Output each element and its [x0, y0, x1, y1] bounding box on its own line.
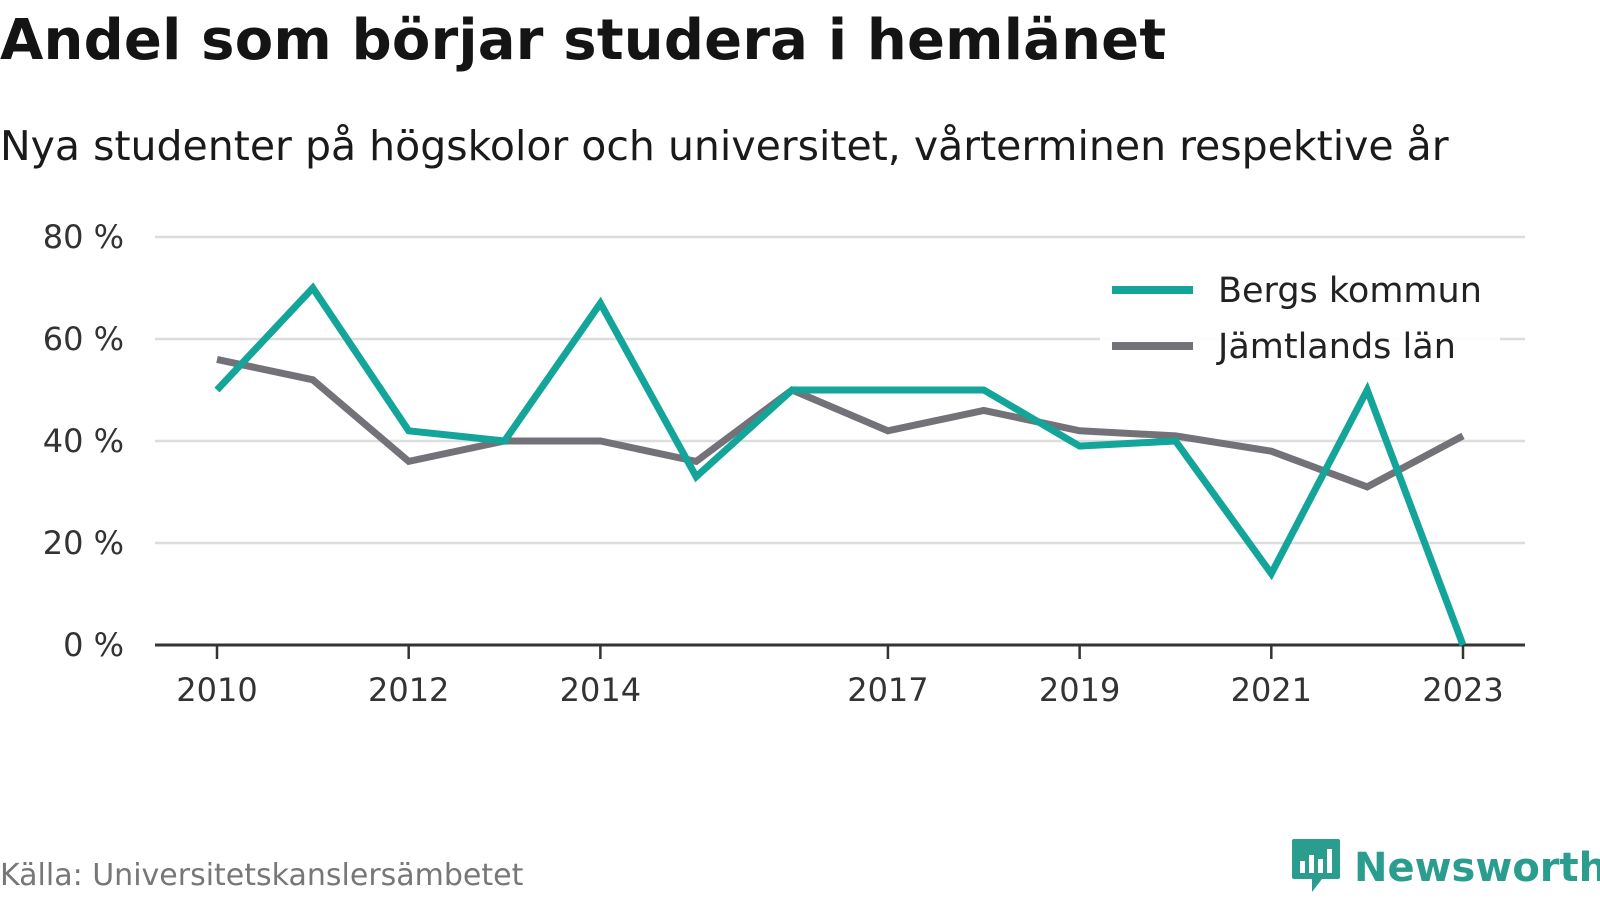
series-lines	[214, 282, 1467, 647]
x-tick-label: 2017	[847, 671, 928, 709]
x-tick-label: 2023	[1422, 671, 1503, 709]
x-tick-label: 2021	[1231, 671, 1312, 709]
y-tick-label: 20 %	[43, 524, 124, 562]
x-tick-label: 2010	[176, 671, 257, 709]
legend-label: Bergs kommun	[1218, 271, 1482, 311]
y-axis-ticks: 0 % 20 % 40 % 60 % 80 %	[43, 218, 124, 664]
legend: Bergs kommun Jämtlands län	[1100, 262, 1500, 374]
y-tick-label: 40 %	[43, 422, 124, 460]
x-tick-label: 2012	[368, 671, 449, 709]
chart-title: Andel som börjar studera i hemlänet	[0, 8, 1167, 73]
legend-background	[1100, 262, 1500, 374]
chart-subtitle: Nya studenter på högskolor och universit…	[0, 122, 1449, 170]
y-tick-label: 60 %	[43, 320, 124, 358]
brand-logo: Newsworthy	[1290, 838, 1600, 898]
x-axis-ticks: 2010 2012 2014 2017 2019 2021 2023	[176, 645, 1504, 709]
y-tick-label: 0 %	[63, 626, 124, 664]
brand-name: Newsworthy	[1354, 845, 1600, 891]
source-note: Källa: Universitetskanslersämbetet	[0, 858, 524, 893]
x-tick-label: 2019	[1039, 671, 1120, 709]
series-line-j-mtlands-l-n	[216, 355, 1465, 491]
y-tick-label: 80 %	[43, 218, 124, 256]
x-tick-label: 2014	[560, 671, 641, 709]
series-line-bergs-kommun	[214, 282, 1467, 647]
legend-label: Jämtlands län	[1216, 327, 1456, 367]
newsworthy-logo-icon	[1290, 837, 1342, 899]
